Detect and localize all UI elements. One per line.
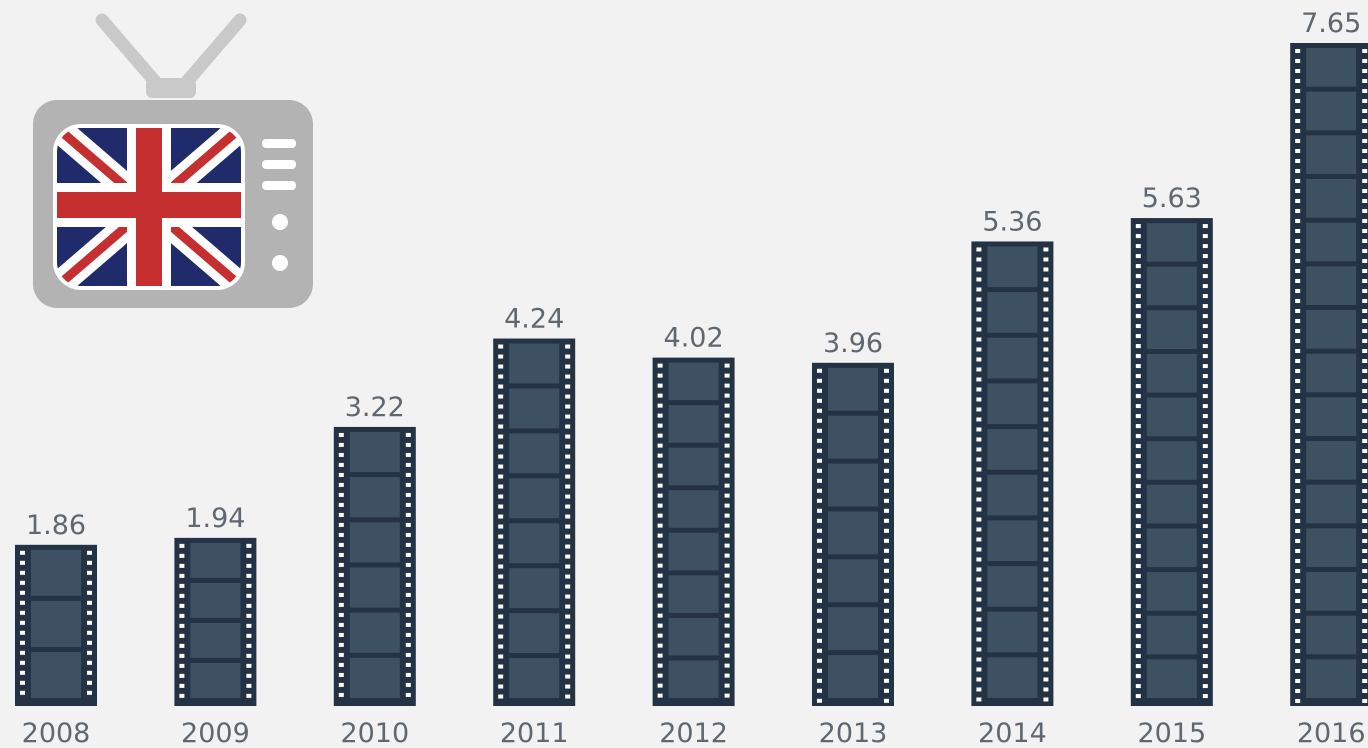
bar-2014: [971, 241, 1054, 706]
value-label-2011: 4.24: [504, 304, 564, 335]
x-tick-label-2008: 2008: [22, 718, 91, 748]
x-axis-tick-labels: 2008 2009 2010 2011 2012 2013 2014 2015 2016: [22, 718, 1366, 748]
bar-2013: [812, 362, 894, 706]
bar-2008: [15, 544, 97, 706]
value-label-2014: 5.36: [982, 206, 1042, 237]
tv-with-union-jack-icon: [33, 13, 313, 308]
bar-2016: [1290, 43, 1368, 706]
bar-2012: [652, 357, 735, 706]
x-tick-label-2016: 2016: [1297, 718, 1366, 748]
value-labels: 1.86 1.94 3.22 4.24 4.02 3.96 5.36 5.63 7.65: [26, 8, 1361, 541]
bar-series: [15, 43, 1368, 707]
value-label-2015: 5.63: [1142, 183, 1202, 214]
x-tick-label-2012: 2012: [659, 718, 728, 748]
x-tick-label-2011: 2011: [500, 718, 569, 748]
value-label-2009: 1.94: [185, 503, 245, 534]
value-label-2012: 4.02: [664, 323, 724, 354]
bar-2011: [493, 338, 576, 706]
union-jack-flag-icon: [55, 126, 243, 288]
bar-2010: [333, 426, 416, 706]
x-tick-label-2014: 2014: [978, 718, 1047, 748]
x-tick-label-2013: 2013: [819, 718, 888, 748]
value-label-2010: 3.22: [345, 392, 405, 423]
bar-2009: [174, 537, 257, 706]
bar-2015: [1130, 218, 1213, 707]
value-label-2016: 7.65: [1301, 8, 1361, 39]
x-tick-label-2009: 2009: [181, 718, 250, 748]
x-tick-label-2015: 2015: [1137, 718, 1206, 748]
value-label-2008: 1.86: [26, 510, 86, 541]
x-tick-label-2010: 2010: [340, 718, 409, 748]
value-label-2013: 3.96: [823, 328, 883, 359]
